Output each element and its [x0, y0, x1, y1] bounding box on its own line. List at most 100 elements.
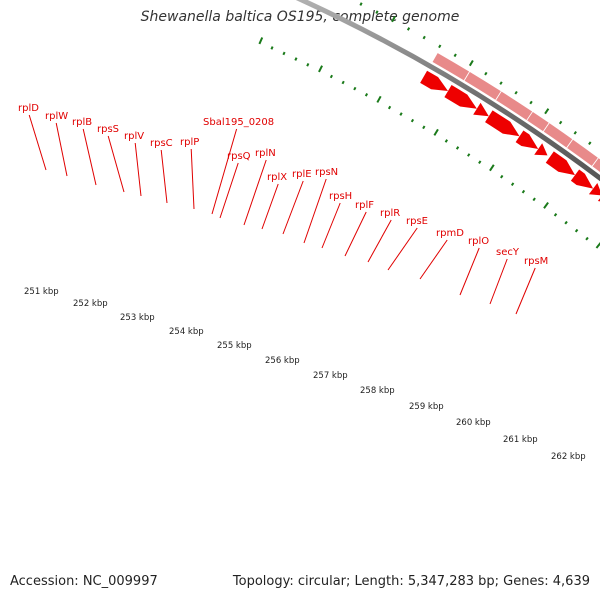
gene-arrow [515, 130, 539, 149]
kbp-label: 262 kbp [551, 452, 586, 462]
leader-line [219, 162, 239, 219]
gene-arrow [570, 169, 594, 189]
kbp-label: 258 kbp [360, 386, 395, 396]
outer-tick [375, 10, 379, 14]
kbp-tick [574, 228, 579, 233]
gene-label: rplB [72, 117, 92, 128]
leader-line [419, 239, 448, 280]
kbp-tick [258, 37, 264, 45]
kbp-tick [532, 197, 536, 202]
kbp-tick [364, 93, 369, 97]
kbp-tick [306, 62, 310, 67]
gene-label: rplP [180, 137, 199, 148]
leader-line [387, 227, 418, 271]
kbp-tick-ring [258, 37, 600, 249]
kbp-tick [500, 174, 504, 179]
outer-tick [529, 100, 533, 105]
gene-label: rpsS [97, 124, 119, 135]
kbp-tick [399, 112, 403, 116]
gene-arrow [534, 143, 548, 156]
kbp-tick [510, 182, 515, 186]
leader-line [243, 159, 267, 226]
leader-line [261, 183, 279, 230]
gene-arrow [473, 102, 489, 117]
outer-tick [514, 90, 518, 95]
kbp-tick [329, 74, 333, 79]
gene-label: rpsH [329, 191, 352, 202]
outer-tick [453, 53, 457, 58]
gene-label: rpsM [524, 256, 548, 267]
kbp-tick [489, 164, 495, 172]
kbp-tick [585, 236, 589, 241]
leader-line [211, 128, 238, 215]
kbp-tick [353, 86, 357, 91]
leader-line [344, 211, 367, 257]
accession-text: Accession: NC_009997 [10, 574, 158, 589]
kbp-tick [444, 139, 449, 143]
kbp-tick [455, 146, 460, 150]
gene-label: rpsQ [227, 151, 251, 162]
leader-line [28, 114, 47, 171]
leader-line [82, 128, 97, 186]
outer-tick [558, 120, 563, 125]
kbp-label: 256 kbp [265, 356, 300, 366]
gene-label: Sbal195_0208 [203, 117, 274, 128]
gene-band [542, 122, 574, 149]
gene-label: rplR [380, 208, 400, 219]
gene-band [591, 157, 600, 174]
kbp-tick [543, 201, 549, 209]
gene-arrow [444, 85, 477, 109]
kbp-tick [478, 160, 482, 164]
leader-line [367, 219, 392, 263]
gene-arrow [545, 151, 576, 176]
kbp-tick [318, 65, 323, 73]
leader-line [282, 180, 304, 235]
kbp-label: 261 kbp [503, 435, 538, 445]
gene-label: rplX [267, 172, 287, 183]
kbp-tick [433, 128, 439, 136]
gene-arrow [485, 110, 520, 137]
leader-line [160, 149, 168, 204]
gene-label: rpsN [315, 167, 338, 178]
gene-label: secY [496, 247, 520, 258]
leader-line [107, 135, 125, 193]
label-leader-lines [28, 114, 536, 315]
gene-label: rplN [255, 148, 276, 159]
kbp-tick [282, 51, 286, 56]
leader-line [55, 122, 68, 177]
gene-label: rpmD [436, 228, 464, 239]
gene-label: rpsC [150, 138, 173, 149]
outer-tick [499, 81, 503, 85]
leader-line [459, 247, 480, 296]
outer-tick [391, 16, 396, 23]
gene-arrow [420, 70, 448, 92]
kbp-tick [376, 95, 382, 103]
summary-text: Topology: circular; Length: 5,347,283 bp… [232, 574, 590, 589]
gene-label: rplO [468, 236, 489, 247]
kbp-label: 259 kbp [409, 402, 444, 412]
kbp-tick [422, 125, 426, 130]
leader-line [489, 258, 508, 305]
gene-label: rpsE [406, 216, 428, 227]
kbp-labels: 251 kbp 252 kbp 253 kbp 254 kbp 255 kbp 256 k… [24, 287, 586, 462]
leader-line [190, 148, 195, 210]
kbp-tick [387, 105, 392, 110]
gene-labels: rplD rplW rplB rpsS rplV rpsC rplP Sbal195_0208… [18, 103, 548, 267]
gene-arrow [588, 183, 600, 196]
gene-label: rplF [355, 200, 374, 211]
leader-line [321, 202, 341, 249]
kbp-label: 251 kbp [24, 287, 59, 297]
leader-line [303, 178, 327, 244]
kbp-tick [595, 241, 600, 249]
gene-label: rplV [124, 131, 144, 142]
kbp-tick [341, 80, 345, 85]
gene-label: rplE [292, 169, 312, 180]
leader-line [515, 267, 536, 315]
kbp-tick [270, 46, 274, 50]
kbp-label: 257 kbp [313, 371, 348, 381]
outer-tick [438, 44, 442, 49]
genome-backbone [295, 0, 600, 182]
kbp-label: 255 kbp [217, 341, 252, 351]
kbp-tick [467, 153, 471, 157]
